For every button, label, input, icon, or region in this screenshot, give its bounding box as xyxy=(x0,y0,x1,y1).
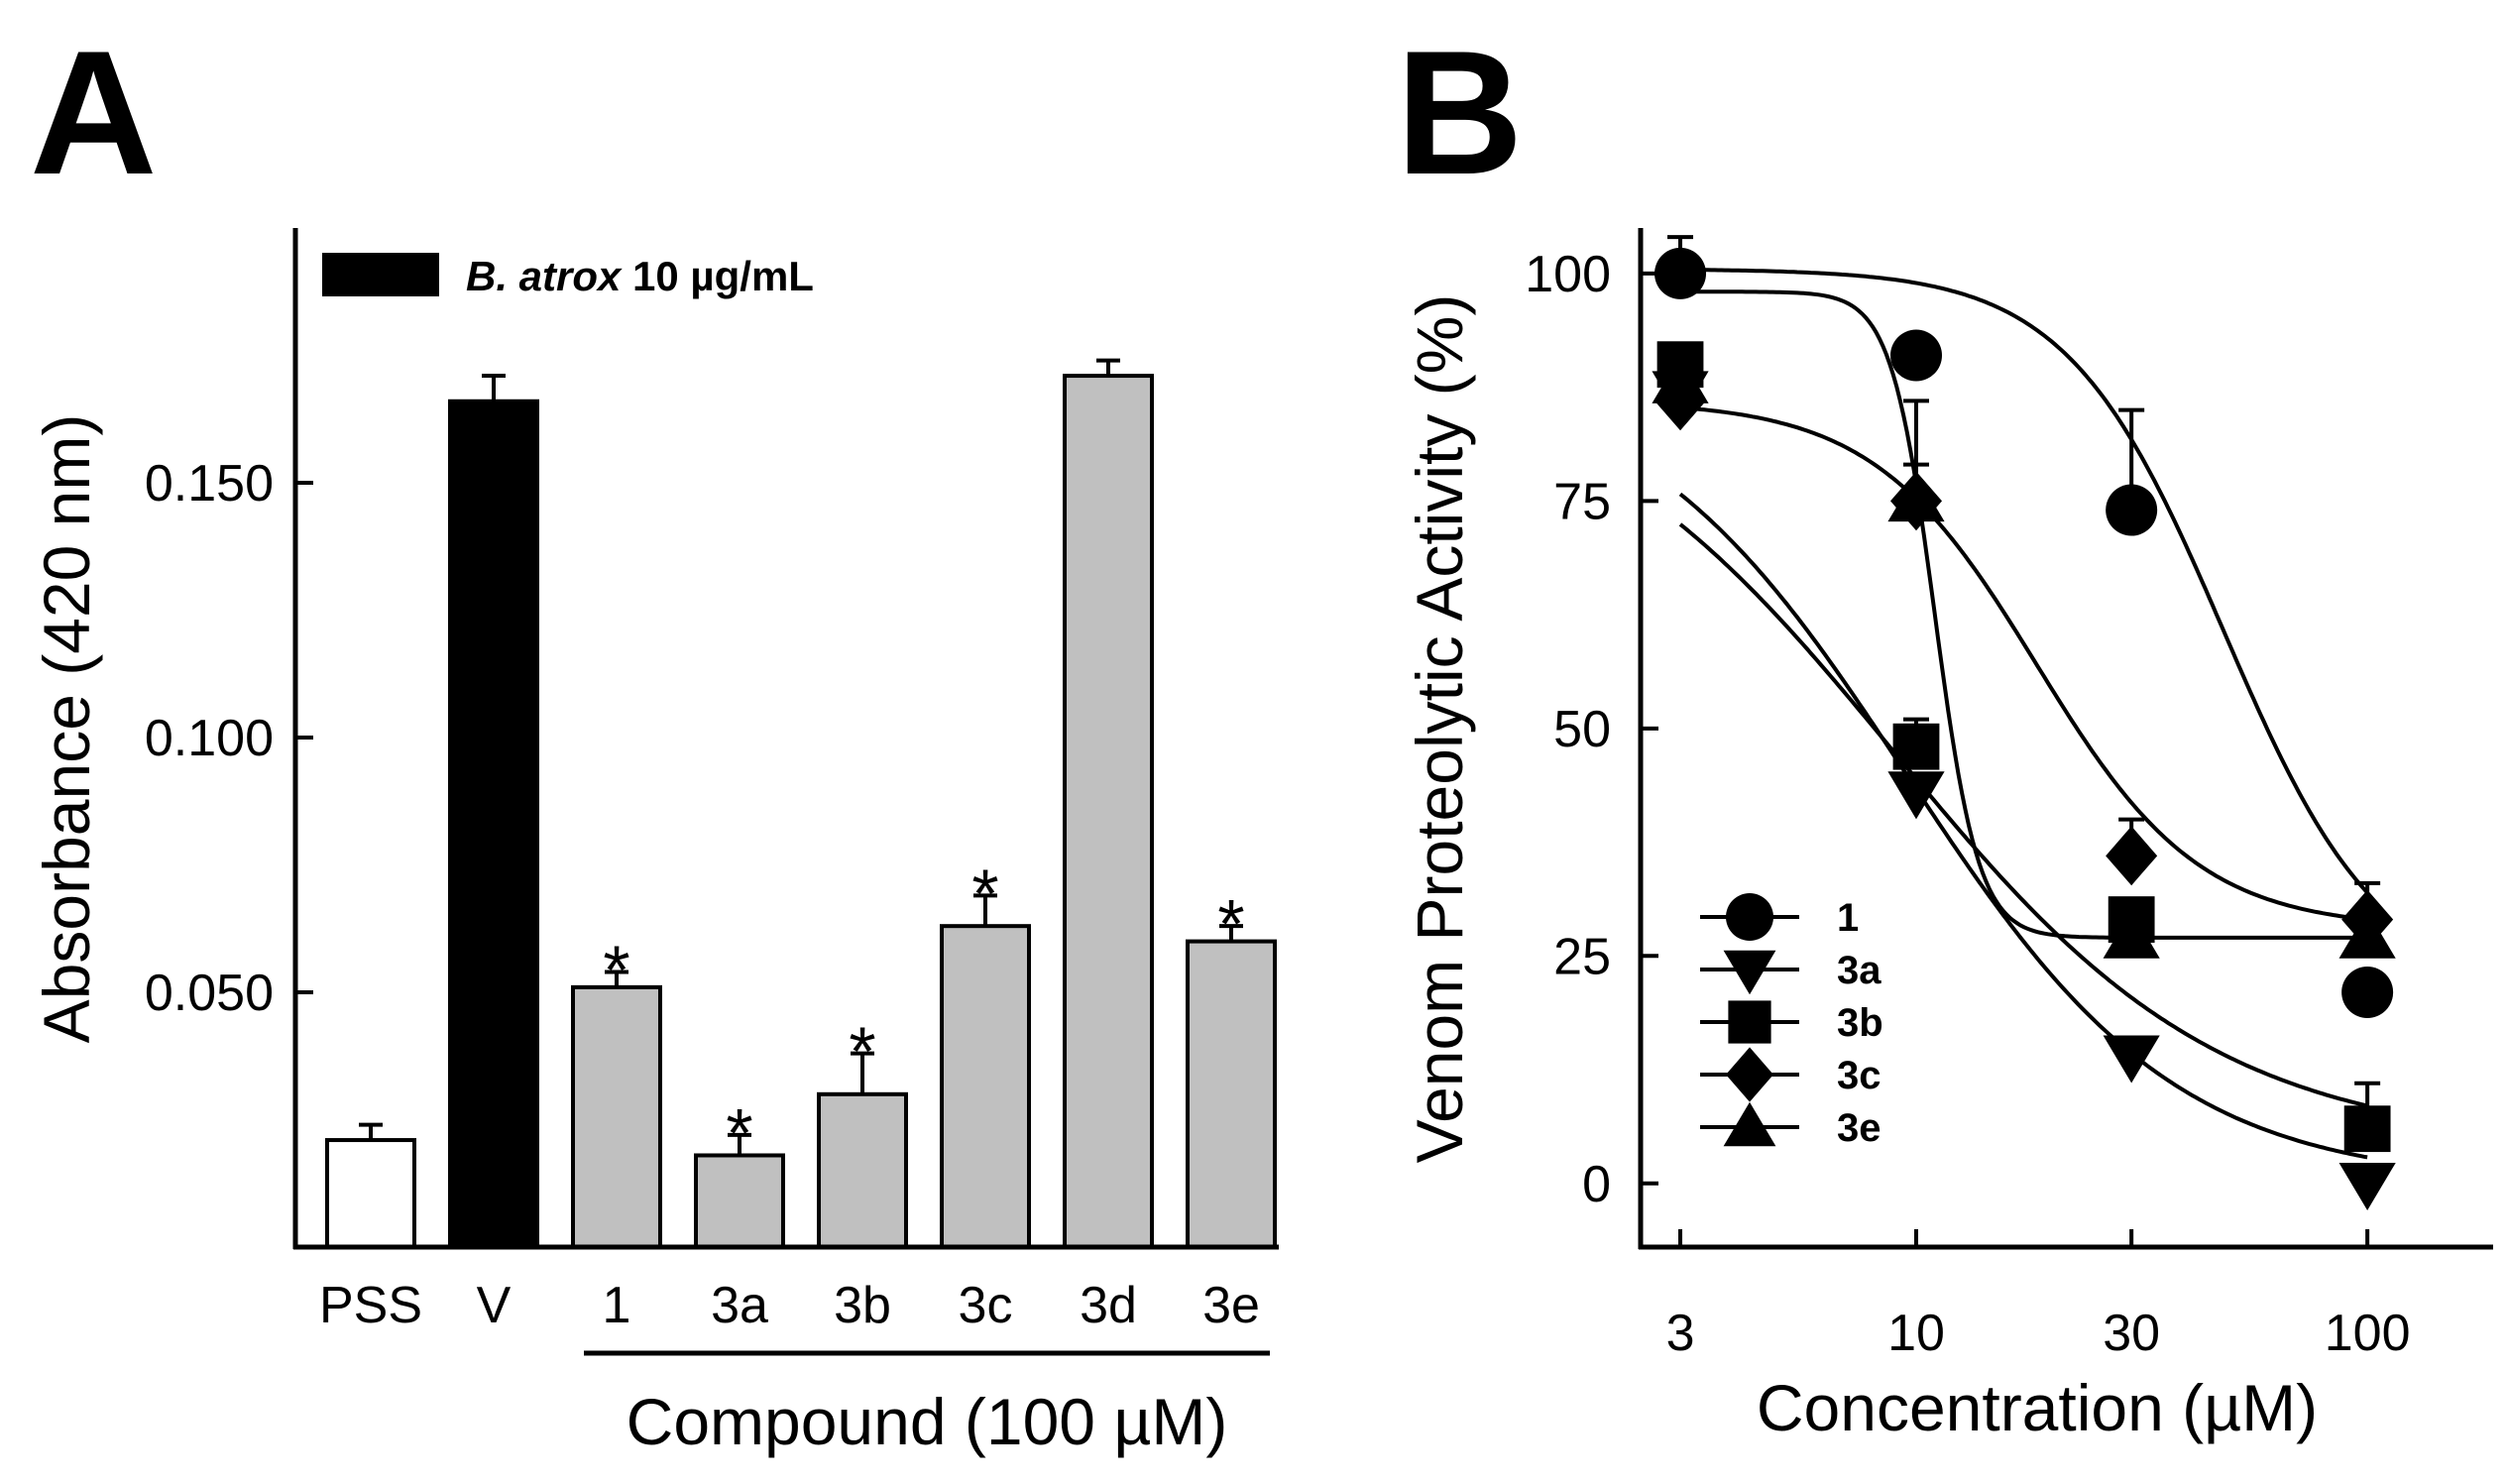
bar-3c xyxy=(940,924,1031,1249)
y-tick-label: 75 xyxy=(1553,473,1611,530)
bar-group-1: * xyxy=(571,931,662,1249)
bar-3b xyxy=(817,1091,908,1250)
bar-3e xyxy=(1186,939,1277,1249)
y-tick-label: 50 xyxy=(1553,701,1611,758)
panel-a-x-ticks: PSS V 1 3a 3b 3c 3d 3e xyxy=(319,1277,1260,1334)
x-tick-label-3b: 3b xyxy=(834,1277,891,1334)
panel-b-data-points xyxy=(1652,247,2396,1211)
panel-b-letter: B xyxy=(1396,14,1524,211)
bar-3d xyxy=(1063,374,1154,1249)
panel-a-x-axis-title: Compound (100 µM) xyxy=(627,1385,1228,1458)
bar-group-PSS xyxy=(325,1122,416,1250)
fit-curve-3b xyxy=(1678,522,2368,1108)
legend-entry-1: 1 xyxy=(1700,893,1859,941)
panel-b-y-axis-title: Venom Proteolytic Activity (%) xyxy=(1403,294,1476,1164)
x-tick-label-3d: 3d xyxy=(1080,1277,1137,1334)
y-tick-label: 25 xyxy=(1553,928,1611,985)
panel-b-dose-response-chart: 0 25 50 75 100 3 10 30 100 Concentration (µM) V… xyxy=(1403,228,2493,1444)
legend-entry-3e: 3e xyxy=(1700,1101,1881,1150)
x-tick-label: 10 xyxy=(1887,1305,1945,1362)
panel-a-bars: * * * * * xyxy=(325,358,1277,1250)
data-point-3a xyxy=(2338,1162,2396,1211)
legend-entry-3b: 3b xyxy=(1700,1000,1883,1045)
data-point-1 xyxy=(1890,329,1943,382)
legend-label-3a: 3a xyxy=(1837,949,1881,992)
x-tick-label: 3 xyxy=(1666,1305,1695,1362)
x-tick-label-3a: 3a xyxy=(711,1277,768,1334)
y-tick-label: 0.050 xyxy=(145,965,274,1022)
bar-group-V xyxy=(448,374,539,1249)
data-point-1 xyxy=(2341,967,2394,1018)
bar-V xyxy=(448,399,539,1249)
legend-italic-species: B. atrox xyxy=(466,253,623,299)
y-tick-label: 0 xyxy=(1582,1156,1611,1213)
significance-marker-3e: * xyxy=(1217,885,1244,963)
y-tick-label: 0.150 xyxy=(145,455,274,513)
legend-label-3e: 3e xyxy=(1837,1106,1881,1150)
panel-b-x-axis-title: Concentration (µM) xyxy=(1757,1371,2318,1444)
legend-entry-3a: 3a xyxy=(1700,949,1881,995)
legend-marker-3a xyxy=(1723,950,1776,995)
data-point-3e xyxy=(2103,910,2160,959)
bar-PSS xyxy=(325,1138,416,1250)
panel-a-bar-chart: 0.050 0.100 0.150 * * * * * PSS V 1 3a 3b 3c 3d 3e Co… xyxy=(30,228,1279,1458)
y-tick-label: 0.100 xyxy=(145,710,274,767)
panel-b-y-ticks: 0 25 50 75 100 xyxy=(1525,246,1658,1213)
significance-marker-3b: * xyxy=(849,1013,875,1090)
significance-marker-1: * xyxy=(603,931,629,1008)
fit-curve-3c xyxy=(1679,405,2368,922)
legend-concentration: 10 µg/mL xyxy=(621,253,814,299)
panel-a-legend: B. atrox 10 µg/mL xyxy=(322,253,814,299)
panel-b-error-bars xyxy=(1667,235,2381,1184)
significance-marker-3a: * xyxy=(726,1094,752,1172)
legend-label-3c: 3c xyxy=(1837,1054,1881,1097)
data-point-3e xyxy=(1887,474,1945,522)
legend-swatch-b-atrox xyxy=(322,253,439,296)
data-point-3a xyxy=(2103,1035,2160,1084)
data-point-3c xyxy=(2106,826,2158,886)
data-point-3e xyxy=(1652,355,1709,403)
data-point-3b xyxy=(1892,723,1940,770)
y-tick-label: 100 xyxy=(1525,246,1611,303)
x-tick-label: 30 xyxy=(2103,1305,2160,1362)
legend-marker-1 xyxy=(1726,893,1773,941)
bar-group-3d xyxy=(1063,358,1154,1249)
data-point-3a xyxy=(1887,771,1945,820)
legend-marker-3b xyxy=(1728,1000,1771,1044)
bar-group-3c: * xyxy=(940,855,1031,1249)
legend-marker-3e xyxy=(1723,1101,1776,1147)
data-point-3b xyxy=(2343,1105,2391,1153)
fit-curve-3a xyxy=(1678,492,2368,1160)
bar-group-3a: * xyxy=(694,1094,785,1249)
x-tick-label-3c: 3c xyxy=(959,1277,1013,1334)
x-tick-label-1: 1 xyxy=(603,1277,631,1334)
legend-label-1: 1 xyxy=(1837,896,1859,940)
data-point-1 xyxy=(2106,484,2158,536)
x-tick-label-PSS: PSS xyxy=(319,1277,422,1334)
x-tick-label-V: V xyxy=(477,1277,512,1334)
fit-curve-3e xyxy=(1680,289,2368,940)
panel-a-y-axis-title: Absorbance (420 nm) xyxy=(30,414,103,1044)
panel-b-fit-curves xyxy=(1678,268,2369,1160)
panel-a-y-ticks: 0.050 0.100 0.150 xyxy=(145,455,313,1022)
legend-marker-3c xyxy=(1726,1047,1773,1102)
significance-marker-3c: * xyxy=(971,855,998,932)
data-point-1 xyxy=(1654,247,1707,299)
legend-label-b-atrox: B. atrox 10 µg/mL xyxy=(466,253,814,299)
bar-group-3b: * xyxy=(817,1013,908,1250)
x-tick-label: 100 xyxy=(2325,1305,2411,1362)
bar-group-3e: * xyxy=(1186,885,1277,1249)
legend-label-3b: 3b xyxy=(1837,1001,1883,1045)
bar-1 xyxy=(571,984,662,1249)
x-tick-label-3e: 3e xyxy=(1202,1277,1260,1334)
data-point-3e xyxy=(2338,910,2396,959)
legend-entry-3c: 3c xyxy=(1700,1047,1881,1102)
fit-curve-1 xyxy=(1680,268,2369,894)
panel-b-legend: 1 3a 3b 3c 3e xyxy=(1700,893,1883,1150)
panel-a-letter: A xyxy=(30,14,158,211)
panel-b-x-ticks: 3 10 30 100 xyxy=(1666,1229,2411,1362)
